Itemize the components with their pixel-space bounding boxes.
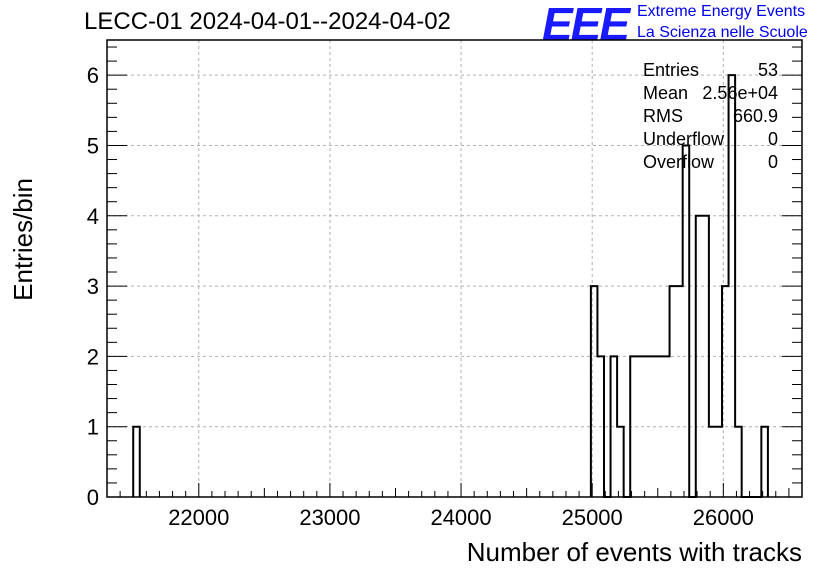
- logo-line-2: La Scienza nelle Scuole: [637, 24, 808, 41]
- x-tick-label: 22000: [168, 505, 229, 530]
- stats-box: Entries 53 Mean 2.56e+04 RMS 660.9 Underflow 0 O…: [643, 60, 778, 172]
- y-tick-label: 0: [87, 485, 99, 510]
- x-axis-label: Number of events with tracks: [467, 537, 802, 567]
- y-tick-label: 5: [87, 133, 99, 158]
- x-tick-label: 23000: [299, 505, 360, 530]
- stats-label: RMS: [643, 106, 683, 126]
- stats-value: 0: [768, 152, 778, 172]
- stats-value: 0: [768, 129, 778, 149]
- y-tick-label: 3: [87, 274, 99, 299]
- x-tick-label: 24000: [430, 505, 491, 530]
- stats-label: Entries: [643, 60, 699, 80]
- logo-line-1: Extreme Energy Events: [637, 3, 806, 20]
- stats-label: Overflow: [643, 152, 715, 172]
- chart-title: LECC-01 2024-04-01--2024-04-02: [84, 8, 451, 35]
- grid-lines: [107, 40, 802, 497]
- x-tick-label: 25000: [562, 505, 623, 530]
- y-axis-label: Entries/bin: [8, 178, 38, 301]
- x-tick-label: 26000: [693, 505, 754, 530]
- y-tick-label: 2: [87, 344, 99, 369]
- stats-value: 2.56e+04: [702, 83, 778, 103]
- y-tick-label: 1: [87, 415, 99, 440]
- y-tick-label: 4: [87, 204, 99, 229]
- stats-value: 53: [758, 60, 778, 80]
- axis-ticks: [107, 46, 802, 498]
- stats-value: 660.9: [733, 106, 778, 126]
- x-tick-labels: 22000 23000 24000 25000 26000: [168, 505, 754, 530]
- stats-label: Mean: [643, 83, 688, 103]
- histogram-step: [132, 425, 141, 497]
- y-tick-label: 6: [87, 63, 99, 88]
- stats-label: Underflow: [643, 129, 725, 149]
- y-tick-labels: 0 1 2 3 4 5 6: [87, 63, 99, 510]
- plot-frame: [106, 39, 803, 498]
